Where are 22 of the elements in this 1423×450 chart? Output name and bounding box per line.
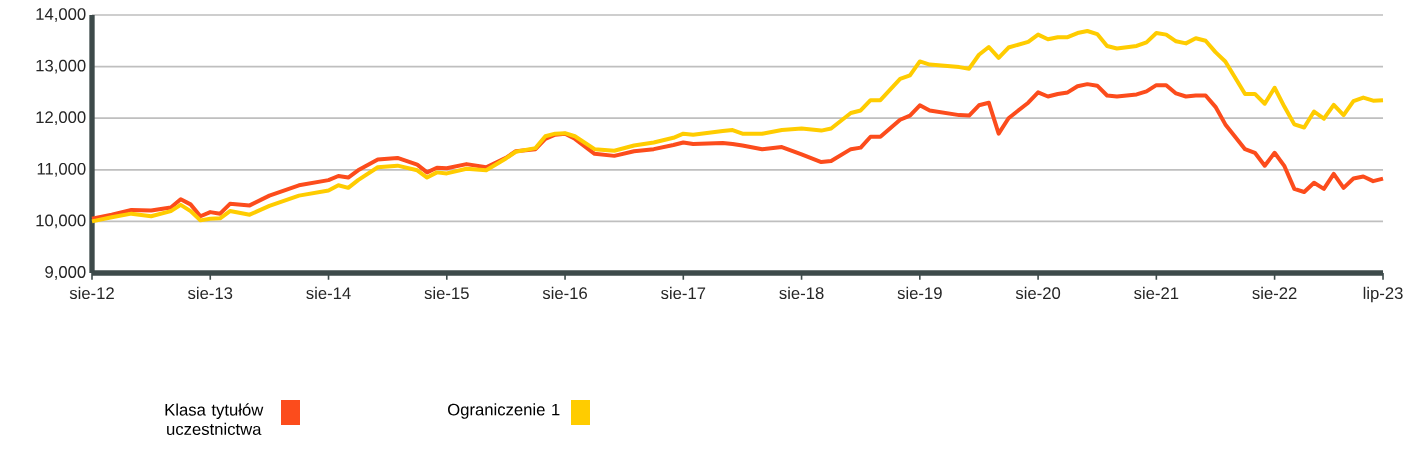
- x-tick-label: sie-20: [1015, 286, 1061, 300]
- x-tick-label: sie-22: [1252, 286, 1297, 300]
- x-tick-label: sie-13: [188, 286, 233, 300]
- x-tick-label: sie-16: [542, 286, 587, 300]
- x-tick-label: sie-21: [1134, 286, 1179, 300]
- x-tick-label: sie-12: [69, 286, 114, 300]
- x-tick-label: sie-18: [779, 286, 824, 300]
- x-tick-label: sie-17: [661, 286, 706, 300]
- x-tick-label: lip-23: [1363, 286, 1403, 303]
- y-tick-label: 11,000: [37, 162, 86, 177]
- line-series: [90, 29, 1386, 224]
- y-tick-label: 10,000: [36, 214, 86, 229]
- x-tick-label: sie-19: [897, 286, 942, 300]
- y-tick-label: 13,000: [36, 59, 86, 74]
- x-tick-label: sie-15: [424, 286, 469, 300]
- line-series: [90, 82, 1386, 221]
- legend-label: Klasa tytułów uczestnictwa: [165, 403, 264, 436]
- legend-label: Ograniczenie 1: [448, 403, 560, 419]
- y-tick-label: 12,000: [36, 111, 86, 126]
- y-tick-label: 9,000: [45, 266, 86, 280]
- y-tick-label: 14,000: [36, 8, 86, 22]
- x-tick-label: sie-14: [306, 286, 351, 300]
